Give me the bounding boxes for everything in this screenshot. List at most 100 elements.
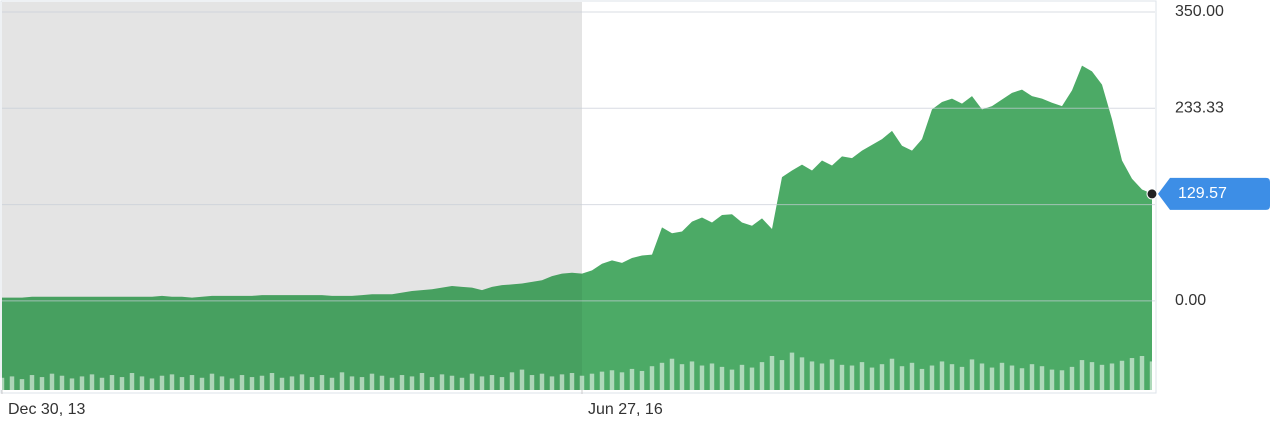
- volume-bar: [139, 376, 145, 390]
- volume-bar: [539, 373, 545, 390]
- last-price-label: 129.57: [1178, 185, 1227, 202]
- volume-bar: [89, 374, 95, 390]
- volume-bar: [1079, 360, 1085, 390]
- volume-bar: [979, 363, 985, 390]
- volume-bar: [929, 365, 935, 390]
- volume-bar: [1059, 370, 1065, 390]
- volume-bar: [1089, 362, 1095, 390]
- volume-bar: [1109, 363, 1115, 390]
- volume-bar: [839, 364, 845, 390]
- past-overlay: [2, 2, 582, 390]
- volume-bar: [799, 357, 805, 390]
- volume-bar: [199, 377, 205, 390]
- volume-bar: [1099, 364, 1105, 390]
- volume-bar: [1139, 356, 1145, 390]
- volume-bar: [149, 378, 155, 390]
- volume-bar: [709, 363, 715, 390]
- volume-bar: [789, 352, 795, 390]
- volume-bar: [109, 375, 115, 390]
- volume-bar: [469, 373, 475, 390]
- volume-bar: [429, 377, 435, 390]
- volume-bar: [1009, 365, 1015, 390]
- volume-bar: [289, 376, 295, 390]
- volume-bar: [1029, 364, 1035, 390]
- volume-bar: [69, 378, 75, 390]
- volume-bar: [319, 375, 325, 390]
- volume-bar: [989, 367, 995, 390]
- volume-bar: [1049, 369, 1055, 390]
- volume-bar: [79, 376, 85, 390]
- volume-bar: [689, 361, 695, 390]
- volume-bar: [909, 362, 915, 390]
- volume-bar: [349, 376, 355, 390]
- volume-bar: [879, 364, 885, 390]
- volume-bar: [639, 370, 645, 390]
- volume-bar: [649, 366, 655, 390]
- volume-bar: [729, 369, 735, 390]
- y-tick-label: 0.00: [1175, 292, 1206, 309]
- volume-bar: [619, 372, 625, 390]
- volume-bar: [629, 368, 635, 390]
- volume-bar: [39, 377, 45, 390]
- volume-bar: [849, 365, 855, 390]
- volume-bar: [659, 362, 665, 390]
- volume-bar: [129, 373, 135, 390]
- volume-bar: [859, 362, 865, 390]
- volume-bar: [229, 378, 235, 390]
- volume-bar: [9, 376, 15, 390]
- volume-bar: [529, 375, 535, 390]
- volume-bar: [809, 361, 815, 390]
- volume-bar: [579, 375, 585, 390]
- volume-bar: [829, 359, 835, 390]
- volume-bar: [889, 358, 895, 390]
- volume-bar: [0, 377, 5, 390]
- volume-bar: [559, 374, 565, 390]
- volume-bar: [279, 377, 285, 390]
- price-area: [2, 65, 1152, 390]
- volume-bar: [699, 365, 705, 390]
- volume-bar: [719, 366, 725, 390]
- volume-bar: [329, 377, 335, 390]
- volume-bar: [969, 359, 975, 390]
- volume-bar: [549, 376, 555, 390]
- volume-bar: [1119, 360, 1125, 390]
- volume-bar: [749, 367, 755, 390]
- last-point: [1146, 188, 1158, 200]
- volume-bar: [179, 377, 185, 390]
- volume-bar: [759, 362, 765, 390]
- volume-bar: [1069, 366, 1075, 390]
- volume-bar: [249, 377, 255, 390]
- x-tick-label: Jun 27, 16: [588, 401, 663, 418]
- volume-bar: [519, 369, 525, 390]
- volume-bar: [489, 375, 495, 390]
- volume-bar: [49, 373, 55, 390]
- volume-bar: [509, 372, 515, 390]
- volume-bar: [389, 377, 395, 390]
- volume-bar: [959, 366, 965, 390]
- volume-bar: [379, 375, 385, 390]
- volume-bar: [1149, 361, 1155, 390]
- volume-bar: [399, 375, 405, 390]
- y-tick-label: 350.00: [1175, 3, 1224, 20]
- volume-bar: [459, 377, 465, 390]
- volume-bar: [419, 373, 425, 390]
- volume-bar: [239, 375, 245, 390]
- volume-bar: [599, 371, 605, 390]
- volume-bar: [919, 368, 925, 390]
- volume-bar: [219, 376, 225, 390]
- volume-bar: [29, 375, 35, 390]
- volume-bar: [339, 372, 345, 390]
- volume-bar: [159, 375, 165, 390]
- price-flag: [1158, 177, 1270, 210]
- volume-bar: [669, 358, 675, 390]
- volume-bar: [359, 377, 365, 390]
- volume-bar: [1129, 358, 1135, 390]
- volume-bar: [739, 364, 745, 390]
- volume-bar: [309, 377, 315, 390]
- volume-bar: [899, 366, 905, 390]
- volume-bar: [269, 373, 275, 390]
- volume-bar: [819, 363, 825, 390]
- volume-bar: [679, 364, 685, 390]
